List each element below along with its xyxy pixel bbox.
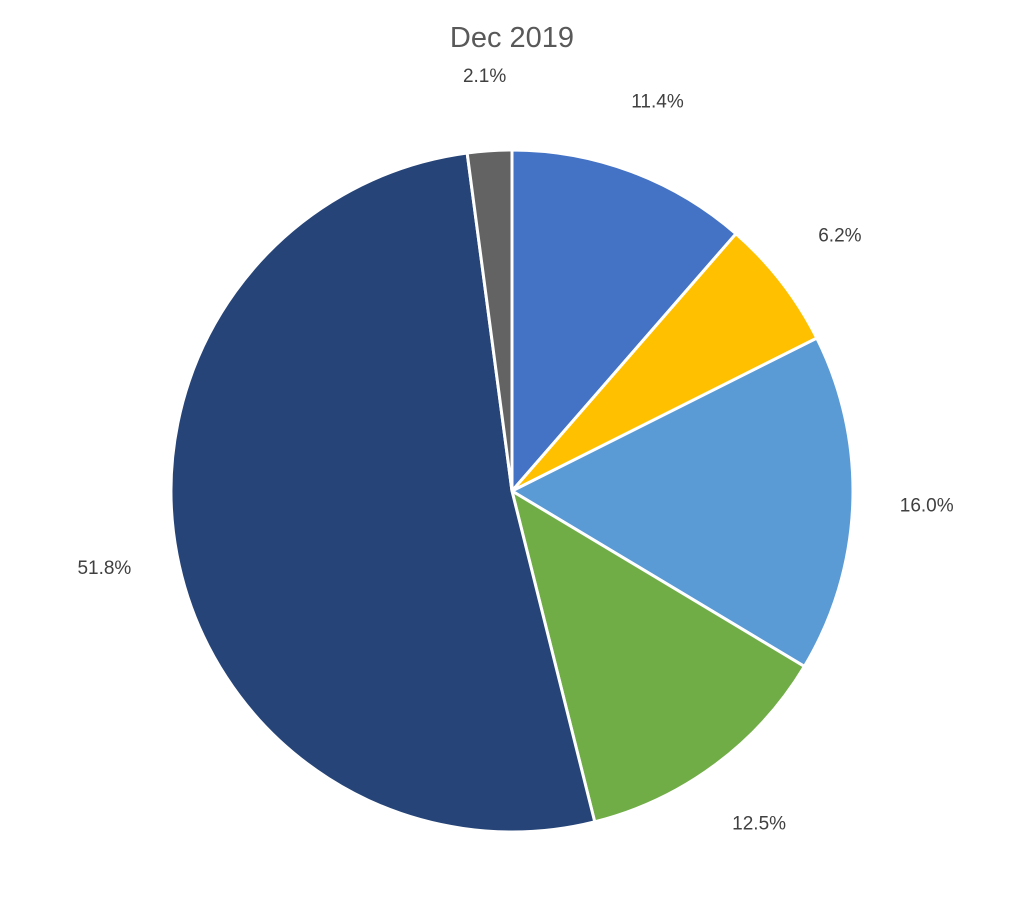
slice-label-5: 51.8%	[77, 558, 131, 579]
slice-label-1: 11.4%	[631, 91, 684, 112]
pie-slices	[169, 148, 855, 834]
slice-label-6: 2.1%	[463, 66, 506, 87]
pie-data-labels: 11.4% 6.2% 16.0% 12.5% 51.8% 2.1%	[77, 66, 953, 835]
pie-slice-1	[510, 148, 738, 493]
pie-slice-4	[510, 489, 806, 824]
slice-label-4: 12.5%	[732, 813, 786, 834]
pie-slice-2	[510, 232, 819, 493]
pie-slice-6	[465, 148, 514, 493]
slice-label-3: 16.0%	[900, 496, 954, 517]
pie-slice-3	[510, 336, 855, 668]
slice-label-2: 6.2%	[818, 226, 861, 247]
chart-title: Dec 2019	[449, 22, 575, 54]
